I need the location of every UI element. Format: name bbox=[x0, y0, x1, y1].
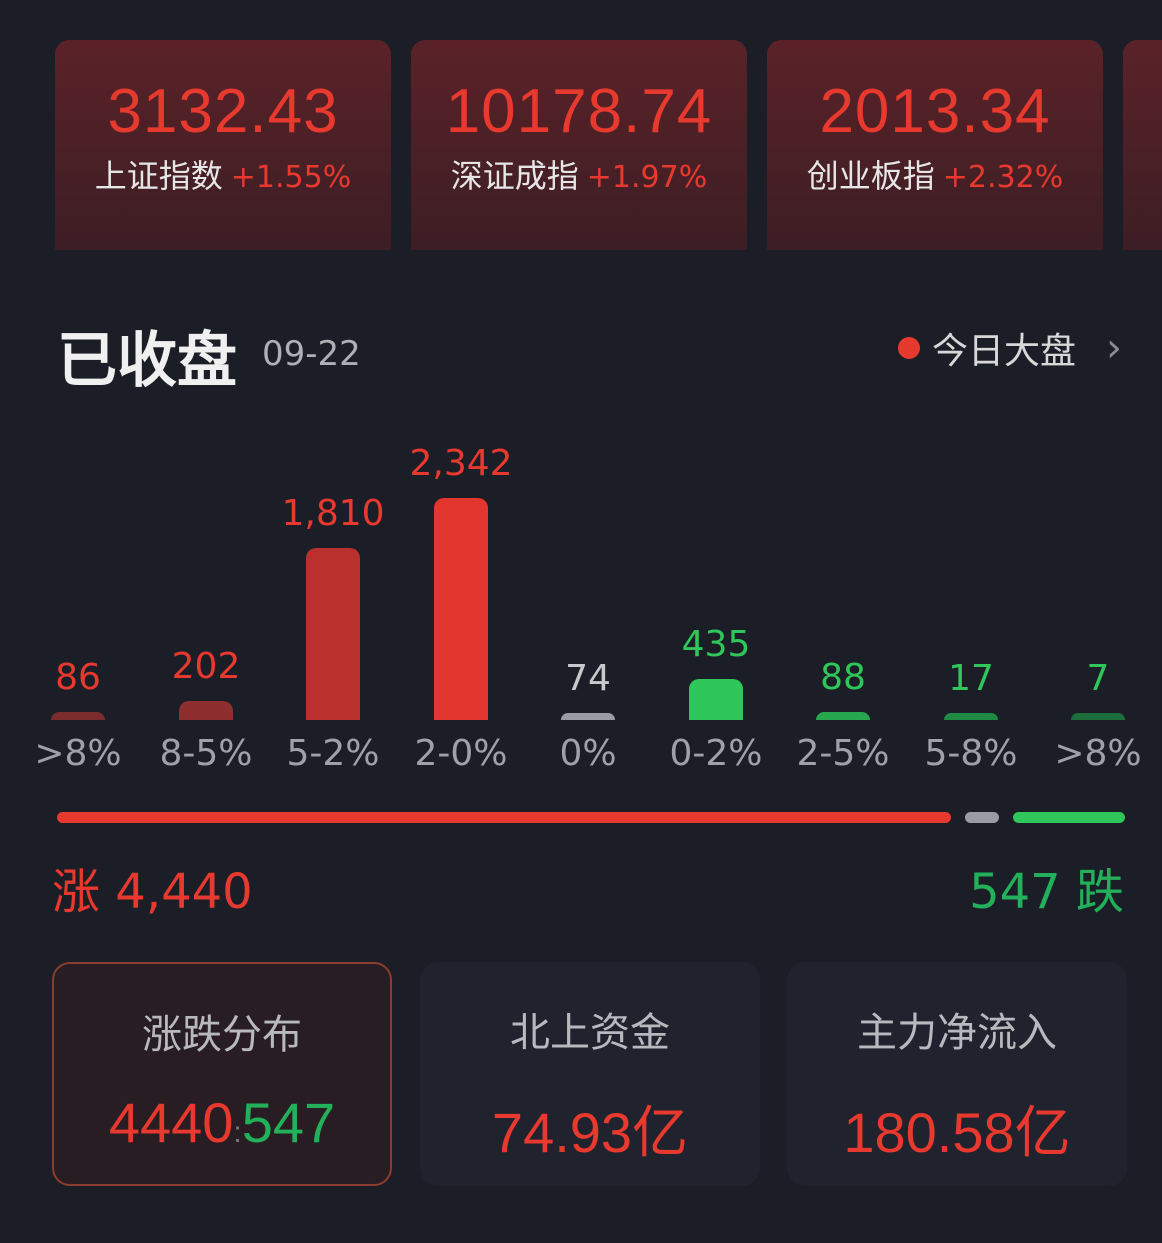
card-title: 北上资金 bbox=[510, 1010, 670, 1056]
card-separator: : bbox=[233, 1116, 242, 1149]
bar bbox=[51, 711, 105, 720]
category-label: 0-2% bbox=[669, 733, 763, 774]
bar bbox=[561, 712, 615, 720]
index-name: 上证指数 bbox=[94, 157, 223, 195]
index-change: +1.97% bbox=[586, 160, 708, 195]
rise-proportion-bar bbox=[57, 812, 951, 823]
bar bbox=[816, 711, 870, 720]
chevron-right-icon: › bbox=[1106, 325, 1122, 371]
flat-proportion-bar bbox=[964, 812, 999, 823]
bar bbox=[306, 548, 360, 720]
index-value: 2013.34 bbox=[819, 77, 1051, 146]
page-title: 已收盘 bbox=[57, 326, 237, 396]
rise-count: 涨 4,440 bbox=[52, 852, 253, 922]
data-label: 74 bbox=[565, 657, 611, 699]
today-market-link[interactable]: 今日大盘 › bbox=[897, 322, 1122, 374]
category-label: >8% bbox=[34, 733, 122, 774]
bar bbox=[179, 700, 233, 720]
index-name: 深证成指 bbox=[450, 157, 579, 195]
card-value: 180.58亿 bbox=[843, 1101, 1071, 1164]
rise-count-value: 4,440 bbox=[115, 864, 253, 920]
bar bbox=[434, 498, 488, 720]
card-main-net-inflow[interactable]: 主力净流入 180.58亿 bbox=[787, 962, 1127, 1186]
rise-label: 涨 bbox=[52, 864, 101, 920]
category-label: 5-2% bbox=[286, 733, 380, 774]
card-value: 74.93亿 bbox=[491, 1101, 689, 1164]
card-title: 主力净流入 bbox=[857, 1010, 1057, 1056]
bar bbox=[944, 713, 998, 720]
card-title: 涨跌分布 bbox=[142, 1012, 302, 1058]
data-label: 88 bbox=[820, 656, 866, 698]
index-card-partial[interactable] bbox=[1123, 40, 1162, 250]
data-label: 2,342 bbox=[409, 443, 513, 484]
category-label: 8-5% bbox=[159, 733, 253, 774]
index-card-chinext[interactable]: 2013.34 创业板指 +2.32% bbox=[767, 40, 1103, 250]
data-label: 1,810 bbox=[281, 493, 385, 535]
index-name: 创业板指 bbox=[806, 157, 935, 195]
data-label: 7 bbox=[1086, 658, 1110, 699]
card-rise: 4440 bbox=[108, 1091, 234, 1154]
index-change: +2.32% bbox=[942, 160, 1064, 195]
index-card-shanghai[interactable]: 3132.43 上证指数 +1.55% bbox=[55, 40, 391, 250]
bar bbox=[1071, 713, 1125, 720]
data-label: 435 bbox=[681, 623, 751, 665]
card-rise-fall-distribution[interactable]: 涨跌分布 4440:547 bbox=[52, 962, 392, 1186]
card-northbound-funds[interactable]: 北上资金 74.93亿 bbox=[420, 962, 760, 1186]
data-label: 17 bbox=[948, 658, 994, 699]
fall-label: 跌 bbox=[1075, 864, 1124, 920]
index-value: 10178.74 bbox=[445, 77, 713, 146]
fall-count-value: 547 bbox=[969, 864, 1061, 920]
today-market-label: 今日大盘 bbox=[931, 331, 1076, 372]
bar bbox=[689, 678, 743, 720]
index-value: 3132.43 bbox=[107, 77, 339, 146]
fall-count: 547 跌 bbox=[969, 852, 1124, 922]
category-label: 2-5% bbox=[796, 733, 890, 774]
category-label: >8% bbox=[1054, 733, 1142, 774]
card-fall: 547 bbox=[241, 1091, 336, 1154]
index-card-shenzhen[interactable]: 10178.74 深证成指 +1.97% bbox=[411, 40, 747, 250]
category-label: 5-8% bbox=[924, 733, 1018, 774]
data-label: 202 bbox=[171, 645, 241, 687]
index-change: +1.55% bbox=[230, 160, 352, 195]
category-label: 0% bbox=[559, 733, 617, 774]
live-dot-icon bbox=[897, 337, 920, 359]
fall-proportion-bar bbox=[1012, 812, 1125, 823]
date-label: 09-22 bbox=[262, 334, 361, 374]
data-label: 86 bbox=[55, 656, 101, 698]
category-label: 2-0% bbox=[414, 733, 508, 774]
